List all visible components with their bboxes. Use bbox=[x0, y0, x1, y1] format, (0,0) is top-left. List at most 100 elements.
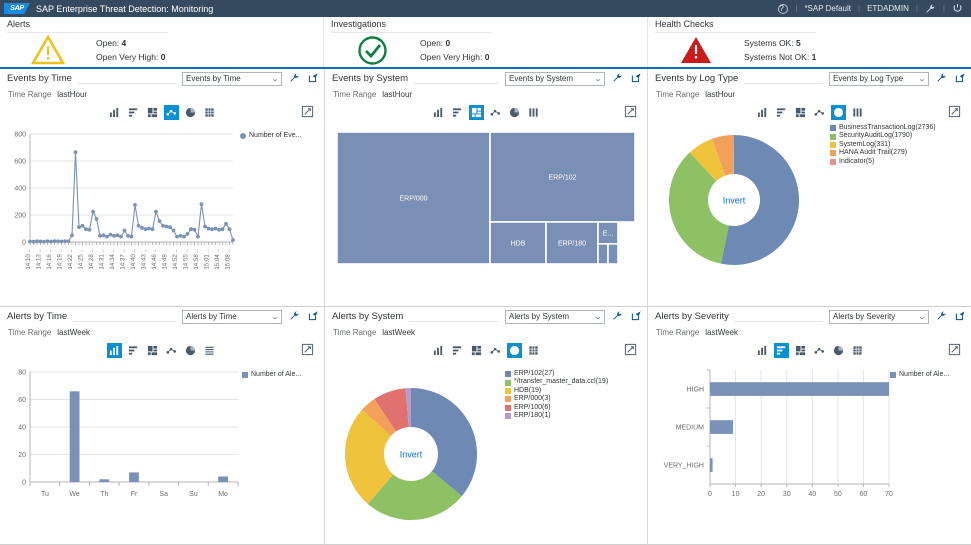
chart-type-treemap-chart-icon[interactable] bbox=[793, 343, 808, 358]
time-range-value[interactable]: lastHour bbox=[57, 90, 88, 99]
chart-type-bar-chart-icon[interactable] bbox=[126, 343, 141, 358]
chart-type-column-chart-icon[interactable] bbox=[755, 343, 770, 358]
data-point[interactable] bbox=[206, 226, 211, 231]
donut-hole[interactable] bbox=[708, 174, 760, 226]
data-point[interactable] bbox=[136, 223, 141, 228]
data-point[interactable] bbox=[199, 202, 204, 207]
time-range-value[interactable]: lastWeek bbox=[705, 328, 739, 337]
data-point[interactable] bbox=[84, 227, 88, 232]
chart-type-scatter-chart-icon[interactable] bbox=[488, 343, 503, 358]
chart-type-table-chart-icon[interactable] bbox=[202, 343, 217, 358]
chart-type-pie-chart-icon[interactable] bbox=[507, 343, 522, 358]
chart-type-pie-chart-icon[interactable] bbox=[183, 105, 198, 120]
chart-alerts-by-severity[interactable]: 0 10 20 30 40 50 60 70 HIGH MEDIUM VERY_HIGH Numbe… bbox=[648, 358, 971, 539]
data-point[interactable] bbox=[49, 239, 53, 244]
data-point[interactable] bbox=[38, 239, 43, 244]
treemap-tile[interactable] bbox=[489, 221, 547, 265]
pie-slice[interactable] bbox=[669, 152, 734, 264]
data-point[interactable] bbox=[98, 234, 102, 238]
data-point[interactable] bbox=[73, 150, 78, 155]
legend-item[interactable]: ERP/102(27) bbox=[505, 370, 608, 378]
treemap-tile[interactable] bbox=[545, 221, 599, 265]
data-point[interactable] bbox=[203, 224, 207, 229]
data-point[interactable] bbox=[161, 223, 165, 228]
chart-type-bar-chart-icon[interactable] bbox=[450, 105, 465, 120]
bar[interactable] bbox=[710, 382, 889, 396]
chart-events-by-time[interactable]: 0 200 400 600 800 14:10 .. 14:13 .. 14:16 .. 14:… bbox=[0, 120, 324, 301]
bar[interactable] bbox=[129, 472, 139, 482]
fullscreen-icon[interactable] bbox=[301, 105, 314, 118]
data-point[interactable] bbox=[217, 227, 221, 232]
fullscreen-icon[interactable] bbox=[301, 343, 314, 356]
data-point[interactable] bbox=[59, 239, 64, 244]
chart-type-pie-chart-icon[interactable] bbox=[830, 105, 846, 120]
data-point[interactable] bbox=[108, 232, 113, 237]
user-label[interactable]: ETDADMIN bbox=[867, 4, 909, 13]
data-point[interactable] bbox=[94, 217, 99, 221]
data-point[interactable] bbox=[129, 234, 134, 239]
fullscreen-icon[interactable] bbox=[948, 105, 961, 118]
data-point[interactable] bbox=[115, 233, 120, 238]
line-series[interactable] bbox=[29, 152, 234, 243]
time-range-value[interactable]: lastWeek bbox=[382, 328, 416, 337]
open-in-new-icon[interactable] bbox=[953, 72, 967, 86]
data-point[interactable] bbox=[105, 234, 109, 239]
help-icon[interactable]: ? bbox=[778, 3, 789, 14]
data-point[interactable] bbox=[168, 225, 172, 230]
treemap-tile[interactable] bbox=[597, 243, 609, 265]
data-point[interactable] bbox=[175, 234, 179, 239]
legend-item[interactable]: SystemLog(331) bbox=[830, 141, 936, 149]
legend-item[interactable]: HDB(19) bbox=[505, 387, 608, 395]
data-point[interactable] bbox=[119, 234, 123, 239]
legend-item[interactable]: ERP/000(3) bbox=[505, 395, 608, 403]
open-in-new-icon[interactable] bbox=[629, 72, 643, 86]
legend-item[interactable]: ERP/180(1) bbox=[505, 412, 608, 420]
data-point[interactable] bbox=[45, 239, 50, 244]
panel-settings-wrench-icon[interactable] bbox=[287, 72, 301, 86]
data-point[interactable] bbox=[42, 239, 46, 244]
data-point[interactable] bbox=[182, 234, 186, 239]
data-point[interactable] bbox=[210, 227, 214, 232]
data-point[interactable] bbox=[220, 227, 225, 232]
data-point[interactable] bbox=[87, 227, 92, 232]
chart-type-table-chart-icon[interactable] bbox=[202, 105, 217, 120]
chart-type-scatter-chart-icon[interactable] bbox=[164, 343, 179, 358]
bar[interactable] bbox=[710, 420, 733, 434]
chart-source-select[interactable]: Alerts by Time ⌄ bbox=[182, 309, 282, 324]
chart-type-bar-chart-icon[interactable] bbox=[450, 343, 465, 358]
data-point[interactable] bbox=[31, 239, 36, 244]
kpi-card-health-checks[interactable]: Health Checks Systems OK: 5 Systems Not … bbox=[648, 17, 971, 67]
data-point[interactable] bbox=[122, 228, 127, 233]
chart-alerts-by-system[interactable]: Invert ERP/102(27) */transfer_master_data… bbox=[325, 358, 647, 539]
data-point[interactable] bbox=[91, 209, 95, 214]
panel-settings-wrench-icon[interactable] bbox=[934, 310, 948, 324]
chart-source-select[interactable]: Events by Time ⌄ bbox=[182, 71, 282, 86]
bar[interactable] bbox=[99, 479, 110, 483]
chart-type-bar-chart-icon[interactable] bbox=[774, 105, 789, 120]
open-in-new-icon[interactable] bbox=[953, 310, 967, 324]
chart-type-treemap-chart-icon[interactable] bbox=[145, 105, 160, 120]
chart-type-pie-chart-icon[interactable] bbox=[183, 343, 198, 358]
time-range-value[interactable]: lastHour bbox=[382, 90, 413, 99]
chart-type-table-chart-icon[interactable] bbox=[526, 343, 541, 358]
theme-label[interactable]: *SAP Default bbox=[804, 4, 851, 13]
kpi-card-investigations[interactable]: Investigations Open: 0 Open Very High: 0 bbox=[324, 17, 648, 67]
data-point[interactable] bbox=[178, 234, 183, 238]
pie-slice[interactable] bbox=[411, 388, 477, 497]
bar[interactable] bbox=[710, 458, 713, 472]
data-point[interactable] bbox=[35, 239, 39, 244]
log-off-icon[interactable] bbox=[952, 3, 963, 14]
bar[interactable] bbox=[69, 391, 80, 483]
chart-type-column-chart-icon[interactable] bbox=[107, 343, 122, 358]
data-point[interactable] bbox=[189, 227, 193, 232]
legend-item[interactable]: Number of Ale... bbox=[890, 371, 949, 379]
data-point[interactable] bbox=[224, 221, 228, 226]
data-point[interactable] bbox=[185, 232, 190, 236]
chart-type-pie-chart-icon[interactable] bbox=[831, 343, 846, 358]
data-point[interactable] bbox=[140, 225, 144, 230]
data-point[interactable] bbox=[192, 227, 197, 232]
legend-item[interactable]: */transfer_master_data.ccl(19) bbox=[505, 378, 608, 386]
chart-source-select[interactable]: Events by System ⌄ bbox=[505, 71, 605, 86]
data-point[interactable] bbox=[101, 233, 106, 238]
data-point[interactable] bbox=[126, 234, 130, 238]
